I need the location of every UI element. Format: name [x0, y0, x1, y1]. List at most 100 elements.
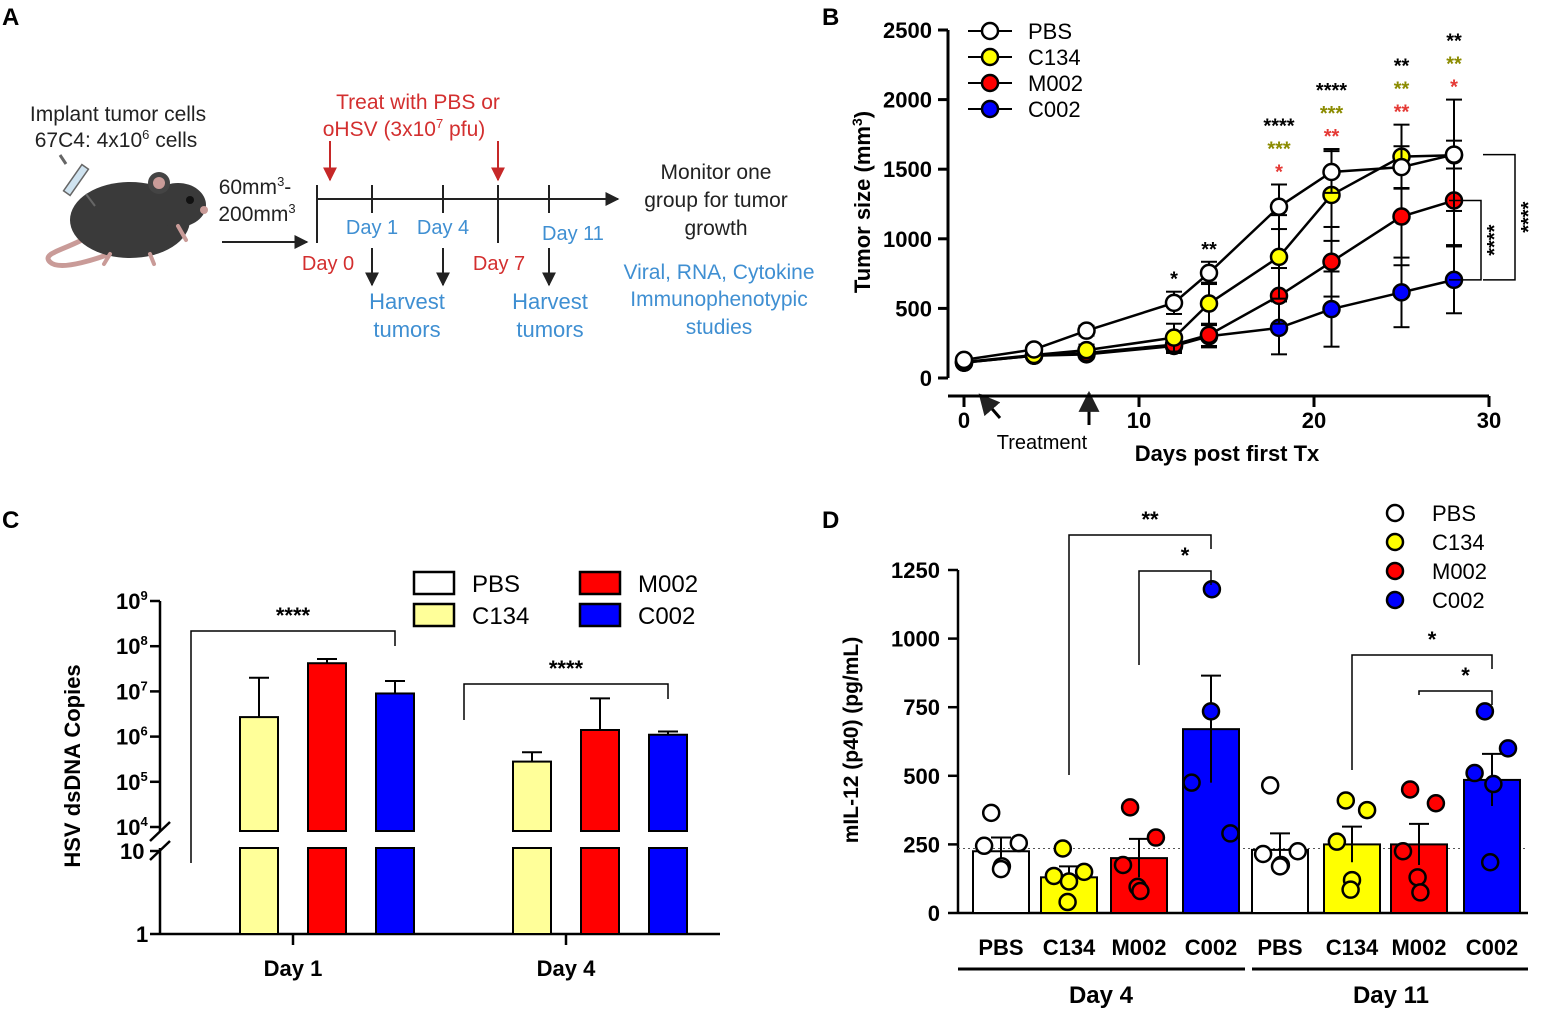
c-bar-m002-lower	[580, 847, 620, 935]
monitor-line-3: growth	[684, 217, 747, 240]
c-bar-c002	[648, 733, 688, 833]
d-bracket-label: *	[1461, 663, 1470, 688]
d-y-tick-label: 250	[903, 832, 940, 857]
c-y-tick-label: 108	[116, 633, 148, 659]
b-y-tick-label: 2000	[883, 88, 932, 113]
c-legend-swatch	[412, 570, 456, 596]
d-y-tick-label: 750	[903, 695, 940, 720]
d-bracket-label: *	[1428, 627, 1437, 652]
b-legend-label: C134	[1028, 45, 1081, 70]
d-data-point	[974, 836, 994, 856]
d-x-tick-label: PBS	[978, 935, 1023, 960]
d-bracket	[1068, 534, 1212, 775]
implant-line-2: 67C4: 4x106 cells	[35, 127, 198, 152]
b-significance-label: ***	[1267, 139, 1291, 161]
b-point	[1164, 328, 1184, 347]
b-point	[1392, 157, 1411, 177]
b-bracket	[1483, 153, 1516, 281]
b-point	[1024, 340, 1044, 359]
b-significance-label: ****	[1263, 116, 1294, 138]
b-significance-label: **	[1324, 126, 1340, 148]
panel-letter-d: D	[822, 507, 839, 534]
d-data-point	[1131, 881, 1150, 901]
b-point	[1077, 321, 1096, 340]
b-significance-label: **	[1201, 239, 1217, 261]
b-point	[1269, 247, 1289, 267]
b-series-pbs	[954, 139, 1464, 370]
b-significance-label: ****	[1316, 80, 1347, 102]
d-bracket-label: *	[1181, 543, 1190, 568]
d-data-point	[1400, 780, 1420, 799]
d-data-point	[1393, 842, 1413, 861]
b-legend-marker	[980, 73, 1000, 93]
b-legend-label: PBS	[1028, 19, 1072, 44]
d-data-point	[1074, 862, 1094, 882]
panel-letter-a: A	[2, 4, 19, 31]
studies-line-2: Immunophenotypic	[630, 288, 807, 311]
c-bar-m002	[307, 662, 347, 832]
monitor-line-1: Monitor one	[661, 161, 772, 184]
c-axis-break	[149, 821, 171, 842]
d-x-tick-label: M002	[1111, 935, 1166, 960]
b-y-tick-label: 2500	[883, 18, 932, 43]
b-legend-marker	[980, 47, 1000, 67]
d-legend-label: M002	[1432, 559, 1487, 584]
b-x-tick-label: 20	[1302, 408, 1326, 433]
c-legend-label: C002	[638, 603, 695, 630]
b-x-tick-label: 30	[1477, 408, 1501, 433]
day-4-label: Day 4	[417, 217, 469, 239]
d-legend-marker	[1385, 590, 1405, 610]
d-data-point	[1146, 828, 1166, 847]
d-data-point	[1357, 800, 1377, 820]
panel-b-chart: Tumor size (mm3) Days post first Tx Trea…	[849, 18, 1540, 466]
b-point	[1269, 197, 1289, 217]
d-data-point	[1484, 774, 1503, 794]
c-legend-swatch	[578, 602, 622, 628]
b-point	[1444, 145, 1464, 164]
d-data-point	[1202, 579, 1222, 599]
c-bracket	[190, 630, 396, 863]
d-y-tick-label: 1000	[891, 627, 940, 652]
d-legend-label: C002	[1432, 588, 1485, 613]
d-data-point	[1411, 883, 1430, 902]
b-bracket-label: ****	[1518, 201, 1540, 232]
harvest-2-line-2: tumors	[516, 317, 583, 342]
d-bracket	[1138, 570, 1212, 665]
b-x-tick-label: 10	[1127, 408, 1151, 433]
c-bar-c002	[375, 692, 415, 833]
d-y-tick-label: 500	[903, 764, 940, 789]
c-legend-swatch	[578, 570, 622, 596]
d-group-label: Day 11	[1353, 982, 1429, 1009]
b-legend-marker	[980, 99, 1000, 119]
b-point	[1199, 294, 1219, 313]
c-bar-c002-lower	[375, 847, 415, 935]
d-group-label: Day 4	[1069, 982, 1134, 1009]
d-y-tick-label: 1250	[891, 558, 940, 583]
d-data-point	[1498, 739, 1518, 758]
b-y-tick-label: 500	[895, 296, 932, 321]
b-significance-label: ***	[1320, 103, 1344, 125]
d-x-tick-label: C134	[1043, 935, 1096, 960]
b-significance-label: **	[1394, 102, 1410, 124]
b-point	[1322, 299, 1341, 319]
d-y-tick-label: 0	[928, 901, 940, 926]
d-data-point	[1221, 824, 1240, 843]
c-y-tick-label: 107	[116, 678, 148, 704]
d-y-axis-title: mIL-12 (p40) (pg/mL)	[840, 637, 863, 844]
b-point	[954, 350, 974, 370]
treat-line-1: Treat with PBS or	[336, 91, 500, 114]
c-y-axis-title: HSV dsDNA Copies	[60, 664, 85, 867]
b-legend-label: M002	[1028, 71, 1083, 96]
c-bar-c002-lower	[648, 847, 688, 935]
panel-a-schematic: Implant tumor cells 67C4: 4x106 cells 60…	[30, 91, 815, 342]
d-data-point	[1260, 776, 1280, 795]
c-bar-m002-lower	[307, 847, 347, 935]
d-data-point	[1009, 833, 1029, 853]
studies-line-3: studies	[686, 316, 753, 339]
d-bracket-label: **	[1141, 507, 1159, 532]
size-range-line-1: 60mm3-	[219, 174, 292, 199]
b-y-axis-title: Tumor size (mm3)	[849, 111, 875, 293]
harvest-2-line-1: Harvest	[512, 289, 588, 314]
b-point	[1199, 263, 1219, 283]
